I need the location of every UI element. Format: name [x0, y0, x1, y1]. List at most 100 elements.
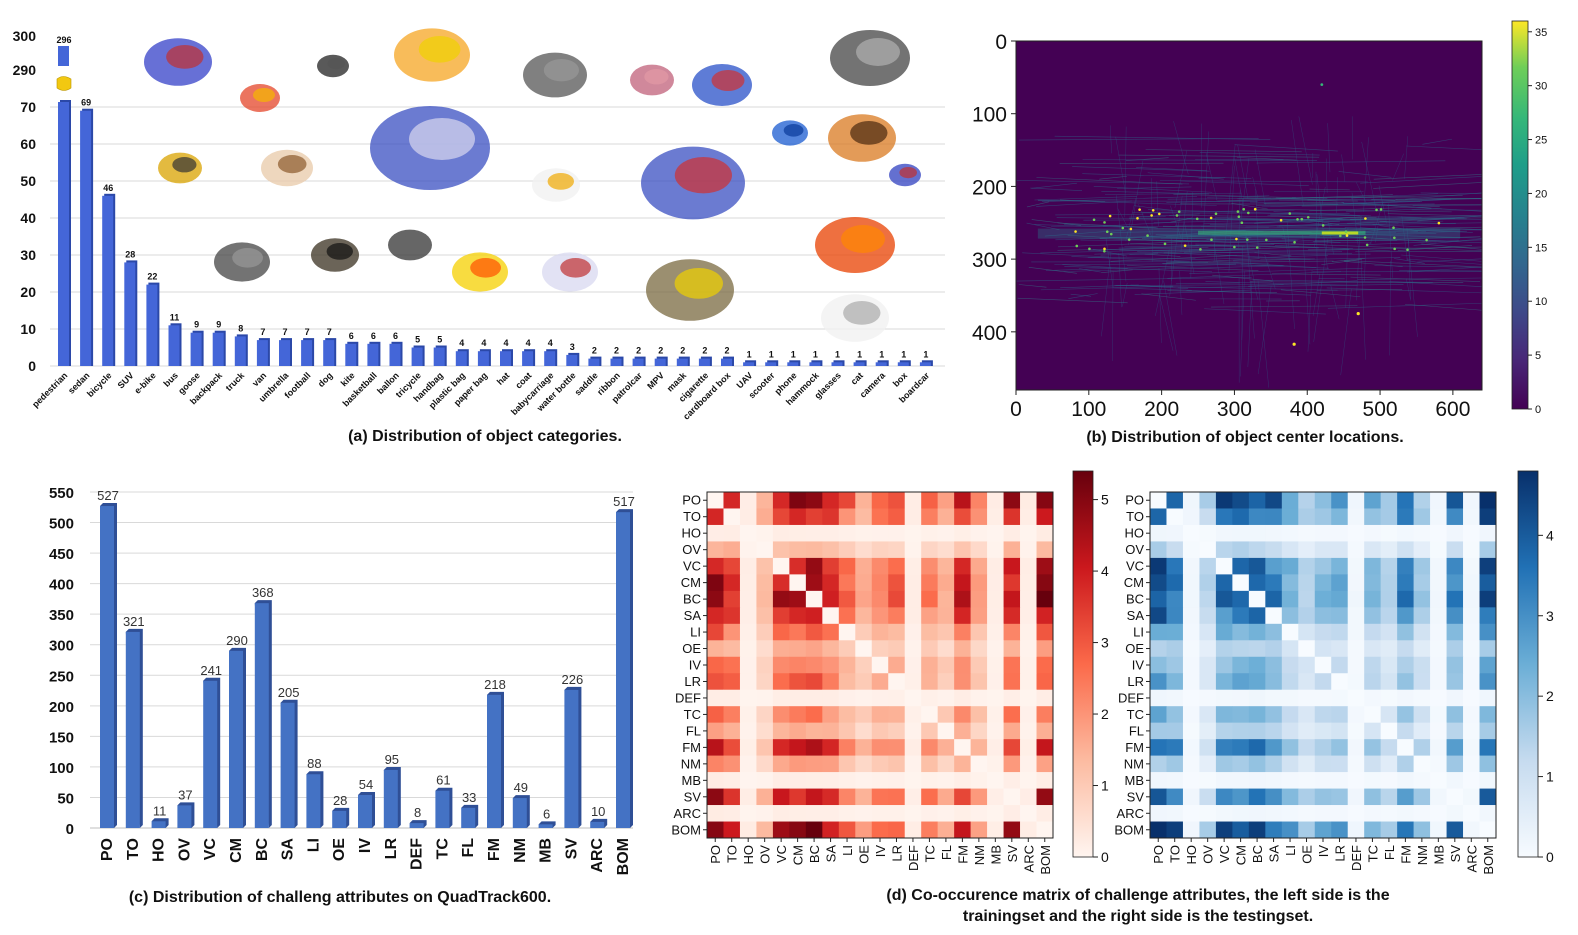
object-thumbnail-highlight	[560, 258, 591, 278]
trajectory-line	[1124, 244, 1275, 247]
test-cell	[1232, 541, 1250, 559]
test-cell	[1331, 492, 1349, 509]
trajectory-line	[1321, 259, 1363, 266]
data-label-a: 69	[81, 98, 91, 108]
train-col-label: HO	[741, 845, 756, 865]
data-label-c: 218	[484, 677, 506, 692]
train-cell	[921, 492, 938, 509]
object-thumbnail	[261, 149, 313, 187]
train-cell	[838, 755, 856, 773]
test-cell	[1150, 607, 1167, 625]
test-cell	[1397, 508, 1414, 526]
train-cell	[707, 805, 724, 822]
train-row-label: TC	[684, 707, 701, 722]
test-cell	[1248, 623, 1266, 641]
train-cell	[739, 805, 757, 822]
bar-a	[765, 362, 777, 366]
test-cell	[1331, 508, 1349, 526]
hotspot-dot	[1363, 236, 1367, 239]
train-cell	[1036, 821, 1054, 839]
hotspot-dot	[1375, 208, 1378, 212]
co-occurrence-matrices: POPOTOTOHOHOOVOVVCVCCMCMBCBCSASALILIOEOE…	[671, 470, 1554, 875]
test-cell	[1479, 640, 1497, 658]
hotspot-dot	[1247, 211, 1250, 215]
bar-c	[280, 702, 295, 828]
trajectory-line	[1395, 198, 1483, 200]
bar-a	[301, 340, 313, 366]
data-label-a: 28	[125, 249, 135, 259]
trajectory-line	[1068, 293, 1098, 299]
train-cell	[970, 772, 988, 789]
test-row-label: FL	[1129, 723, 1144, 738]
colorbar-b	[1511, 20, 1529, 410]
bar-a	[102, 195, 114, 366]
trajectory-line	[1072, 166, 1210, 172]
train-cell	[987, 772, 1004, 789]
test-cell	[1199, 788, 1217, 806]
object-thumbnail	[542, 252, 598, 292]
trajectory-line	[1267, 214, 1386, 222]
test-cell	[1430, 739, 1447, 756]
test-cell	[1314, 607, 1332, 625]
test-cell	[1265, 656, 1283, 674]
train-cell	[739, 541, 757, 559]
test-cell	[1298, 772, 1316, 789]
test-cell	[1347, 557, 1365, 575]
trajectory-line	[1313, 238, 1329, 342]
trajectory-line	[1254, 149, 1266, 205]
train-cell	[805, 607, 823, 625]
data-label-c: 6	[543, 806, 550, 821]
hotspot-dot	[1255, 246, 1259, 249]
test-cell	[1265, 590, 1283, 608]
train-cell	[1036, 574, 1054, 592]
test-cell	[1463, 623, 1480, 641]
hotspot-dot	[1293, 240, 1296, 244]
test-col-label: SA	[1267, 845, 1282, 863]
train-cell	[822, 623, 840, 641]
test-cell	[1281, 772, 1299, 789]
test-cell	[1446, 574, 1464, 592]
trajectory-line	[1034, 196, 1137, 201]
train-matrix: POPOTOTOHOHOOVOVVCVCCMCMBCBCSASALILIOEOE…	[671, 491, 1054, 875]
train-cell	[937, 706, 955, 723]
data-label-a: 7	[260, 327, 265, 337]
trajectory-line	[1101, 269, 1133, 273]
train-row-label: OE	[682, 641, 701, 656]
test-cell	[1479, 656, 1497, 674]
trajectory-line	[1190, 192, 1194, 279]
object-thumbnail	[158, 152, 202, 184]
train-cell	[756, 722, 774, 740]
train-cell	[707, 772, 724, 789]
test-cell	[1446, 788, 1464, 806]
data-label-c: 33	[462, 790, 476, 805]
test-cell	[1215, 590, 1233, 608]
train-cell	[838, 557, 856, 575]
train-cell	[1020, 821, 1037, 839]
hotspot-dot	[1108, 214, 1112, 218]
test-cell	[1298, 722, 1316, 740]
train-cell	[756, 805, 774, 822]
train-cell	[871, 788, 889, 806]
train-cell	[838, 788, 856, 806]
train-cell	[805, 706, 823, 723]
train-cell	[1036, 788, 1054, 806]
test-cell	[1397, 739, 1414, 756]
test-cell	[1347, 722, 1365, 740]
test-cell	[1314, 805, 1332, 822]
bar-a	[500, 351, 511, 366]
test-cell	[1413, 821, 1431, 839]
test-cell	[1463, 821, 1480, 839]
test-col-label: NM	[1415, 845, 1430, 865]
train-cell	[756, 689, 774, 707]
train-cell	[1003, 706, 1021, 723]
test-cell	[1166, 607, 1184, 625]
trajectory-line	[1114, 287, 1192, 291]
test-cell	[1364, 706, 1381, 723]
train-cell	[970, 755, 988, 773]
hotspot-dot	[1195, 217, 1199, 221]
trajectory-line	[1372, 222, 1483, 225]
train-cell	[838, 821, 856, 839]
data-label-a: 2	[614, 346, 619, 356]
